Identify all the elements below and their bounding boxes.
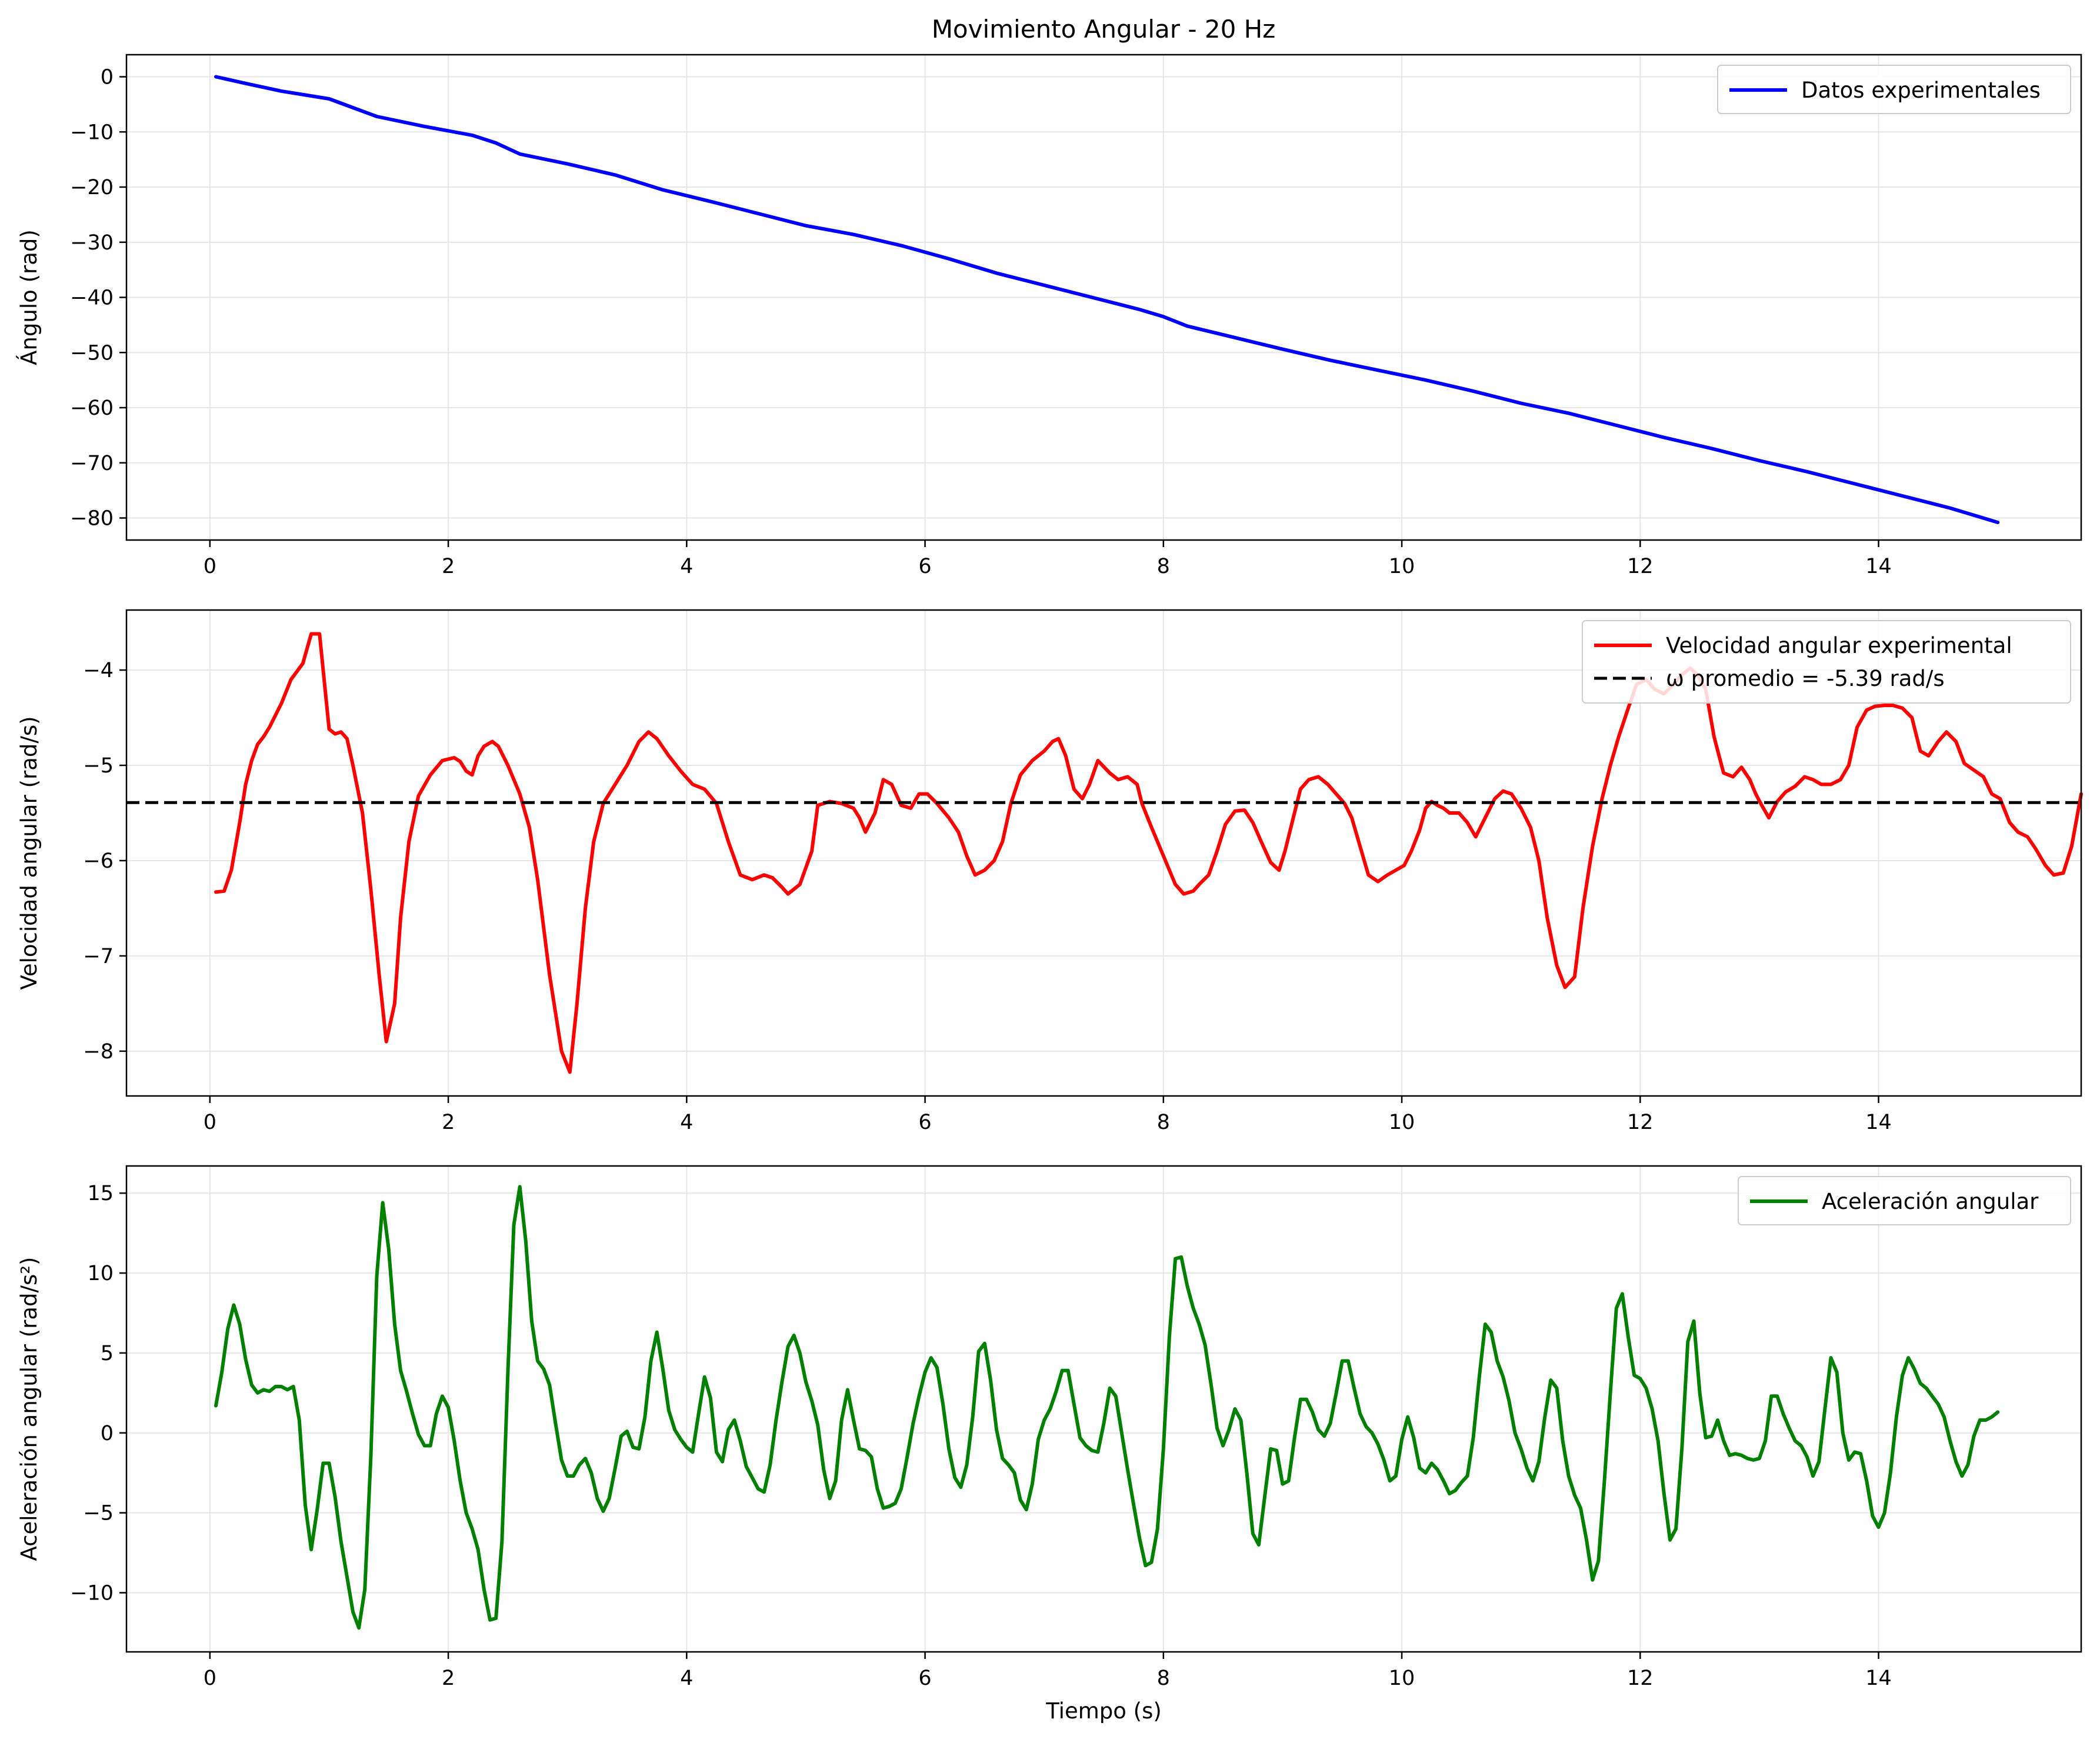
angle-subplot: 0 2 4 6 8 10 12 14 0 −10 −20 −30 −40 −50 −60 −70 −80 Ángu… bbox=[16, 54, 2082, 578]
angle-legend-label-0: Datos experimentales bbox=[1801, 78, 2041, 103]
angle-xtick-label-4: 8 bbox=[1157, 555, 1170, 578]
angle-xtick-label-6: 12 bbox=[1627, 555, 1654, 578]
velocity-legend-label-1: ω promedio = -5.39 rad/s bbox=[1666, 666, 1945, 691]
figure-title: Movimiento Angular - 20 Hz bbox=[932, 15, 1276, 44]
acceleration-ytick-label-5: −10 bbox=[70, 1581, 114, 1605]
acceleration-ytick-label-3: 0 bbox=[101, 1422, 114, 1445]
acceleration-xtick-label-7: 14 bbox=[1865, 1667, 1892, 1690]
acceleration-legend-box bbox=[1738, 1176, 2071, 1225]
acceleration-xtick-label-0: 0 bbox=[204, 1667, 216, 1690]
velocity-ytick-label-4: −8 bbox=[83, 1040, 114, 1064]
acceleration-legend-label-0: Aceleración angular bbox=[1822, 1189, 2039, 1214]
acceleration-xtick-label-4: 8 bbox=[1157, 1667, 1170, 1690]
velocity-axes-frame bbox=[125, 609, 2082, 1097]
acceleration-subplot: 0 2 4 6 8 10 12 14 15 10 5 0 −5 −10 Aceleración angula… bbox=[16, 1165, 2082, 1724]
acceleration-xtick-label-5: 10 bbox=[1389, 1667, 1415, 1690]
acceleration-ytick-label-4: −5 bbox=[83, 1502, 114, 1525]
angle-ylabel: Ángulo (rad) bbox=[16, 229, 42, 365]
velocity-xtick-label-2: 4 bbox=[680, 1111, 693, 1134]
velocity-ytick-label-3: −7 bbox=[83, 945, 114, 968]
velocity-xtick-label-0: 0 bbox=[204, 1111, 216, 1134]
acceleration-xlabel: Tiempo (s) bbox=[1045, 1698, 1162, 1724]
acceleration-xtick-label-3: 6 bbox=[918, 1667, 931, 1690]
acceleration-ylabel: Aceleración angular (rad/s²) bbox=[16, 1257, 42, 1561]
velocity-xtick-label-4: 8 bbox=[1157, 1111, 1170, 1134]
angle-ytick-label-5: −50 bbox=[70, 341, 114, 365]
acceleration-axes-frame bbox=[125, 1165, 2082, 1653]
angle-xtick-label-2: 4 bbox=[680, 555, 693, 578]
velocity-ytick-label-0: −4 bbox=[83, 659, 114, 682]
velocity-legend-box bbox=[1582, 620, 2071, 704]
angle-ytick-label-3: −30 bbox=[70, 231, 114, 255]
angle-ytick-label-2: −20 bbox=[70, 176, 114, 199]
acceleration-xtick-label-1: 2 bbox=[442, 1667, 455, 1690]
angle-xtick-label-1: 2 bbox=[442, 555, 455, 578]
angle-xtick-label-3: 6 bbox=[918, 555, 931, 578]
angle-ytick-label-4: −40 bbox=[70, 286, 114, 310]
velocity-xtick-label-6: 12 bbox=[1627, 1111, 1654, 1134]
velocity-xtick-label-3: 6 bbox=[918, 1111, 931, 1134]
velocity-series-0 bbox=[214, 632, 2083, 1074]
acceleration-xtick-label-2: 4 bbox=[680, 1667, 693, 1690]
angle-xtick-label-0: 0 bbox=[204, 555, 216, 578]
acceleration-ytick-label-1: 10 bbox=[87, 1262, 114, 1285]
angle-series-0 bbox=[214, 75, 2000, 524]
velocity-ylabel: Velocidad angular (rad/s) bbox=[16, 716, 42, 989]
angle-ytick-label-7: −70 bbox=[70, 452, 114, 475]
angle-legend-box bbox=[1717, 65, 2071, 114]
velocity-ytick-label-1: −5 bbox=[83, 754, 114, 778]
angle-xtick-label-7: 14 bbox=[1865, 555, 1892, 578]
acceleration-series-0 bbox=[214, 1185, 2000, 1630]
velocity-ytick-label-2: −6 bbox=[83, 849, 114, 873]
acceleration-ytick-label-0: 15 bbox=[87, 1182, 114, 1205]
velocity-xtick-label-5: 10 bbox=[1389, 1111, 1415, 1134]
angle-ytick-label-1: −10 bbox=[70, 121, 114, 144]
velocity-legend-label-0: Velocidad angular experimental bbox=[1666, 633, 2012, 658]
velocity-xtick-label-1: 2 bbox=[442, 1111, 455, 1134]
velocity-subplot: 0 2 4 6 8 10 12 14 −4 −5 −6 −7 −8 Velocidad angular (… bbox=[16, 609, 2083, 1134]
angle-ytick-label-0: 0 bbox=[101, 66, 114, 89]
angle-ytick-label-6: −60 bbox=[70, 396, 114, 420]
velocity-xtick-label-7: 14 bbox=[1865, 1111, 1892, 1134]
angle-ytick-label-8: −80 bbox=[70, 507, 114, 531]
acceleration-ytick-label-2: 5 bbox=[101, 1342, 114, 1365]
acceleration-xtick-label-6: 12 bbox=[1627, 1667, 1654, 1690]
angle-xtick-label-5: 10 bbox=[1389, 555, 1415, 578]
